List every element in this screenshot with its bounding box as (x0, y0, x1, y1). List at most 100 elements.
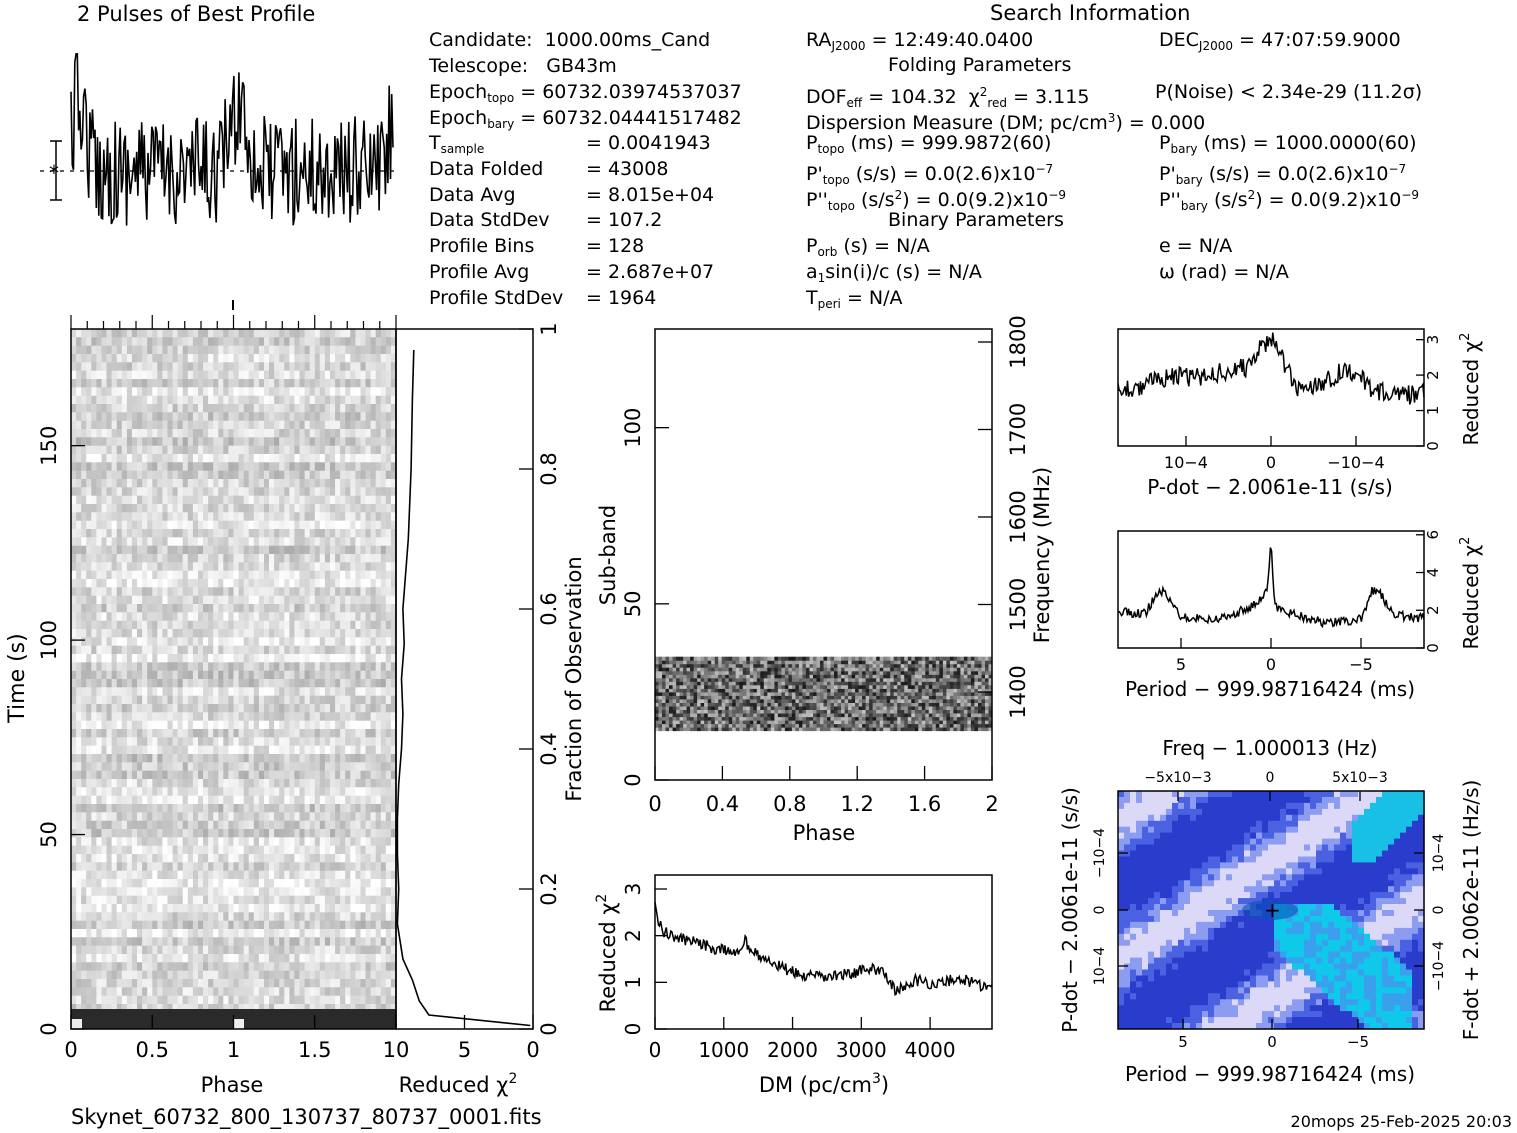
phase-time-cell (182, 529, 189, 538)
phase-time-cell (137, 695, 143, 705)
phase-time-cell (76, 395, 82, 405)
phase-time-cell (365, 662, 372, 672)
phase-time-cell (86, 704, 92, 713)
phase-time-cell (137, 587, 143, 597)
phase-time-cell (309, 354, 316, 363)
phase-time-cell (208, 529, 214, 538)
phase-time-cell (314, 479, 321, 488)
phase-time-cell (192, 445, 199, 455)
phase-time-cell (365, 395, 372, 405)
phase-time-row (71, 454, 397, 463)
phase-time-cell (289, 712, 295, 722)
phase-time-cell (208, 779, 214, 788)
phase-time-cell (182, 870, 189, 880)
phase-time-cell (187, 912, 194, 922)
phase-time-cell (309, 837, 316, 847)
phase-time-cell (126, 570, 133, 580)
phase-time-cell (294, 362, 300, 372)
phase-time-cell (345, 695, 351, 705)
phase-time-cell (121, 579, 128, 588)
phase-time-cell (223, 812, 229, 822)
phase-time-cell (238, 720, 245, 730)
phase-time-cell (350, 870, 356, 880)
phase-time-cell (76, 920, 82, 930)
phase-time-cell (304, 862, 311, 872)
phase-time-cell (319, 687, 326, 697)
phase-time-cell (340, 612, 346, 622)
phase-time-cell (187, 354, 194, 363)
phase-time-cell (309, 495, 316, 505)
phase-time-row (71, 545, 397, 555)
phase-time-cell (319, 387, 326, 397)
phase-time-cell (152, 604, 158, 613)
phase-time-cell (71, 779, 77, 788)
phase-time-cell (157, 912, 163, 922)
phase-time-cell (126, 945, 133, 955)
phase-time-cell (218, 912, 224, 922)
phase-time-cell (177, 695, 184, 705)
phase-time-cell (198, 929, 204, 938)
phase-time-cell (142, 962, 148, 972)
phase-time-cell (86, 620, 92, 630)
phase-time-cell (187, 395, 194, 405)
phase-time-cell (390, 929, 397, 938)
phase-time-cell (279, 412, 285, 422)
phase-time-cell (111, 445, 118, 455)
phase-time-cell (213, 462, 219, 472)
phase-time-cell (264, 779, 270, 788)
phase-time-cell (228, 637, 234, 647)
phase-time-cell (335, 712, 341, 722)
phase-time-cell (96, 829, 102, 838)
phase-time-cell (71, 729, 77, 738)
phase-time-cell (228, 670, 234, 680)
phase-time-cell (157, 962, 163, 972)
phase-time-cell (81, 895, 87, 905)
phase-time-row (71, 629, 397, 638)
phase-time-cell (375, 795, 382, 805)
phase-time-cell (253, 412, 260, 422)
phase-time-cell (284, 904, 290, 913)
phase-time-cell (355, 712, 361, 722)
phase-time-cell (71, 887, 77, 897)
phase-time-cell (198, 879, 204, 888)
phase-time-cell (137, 779, 143, 788)
phase-time-cell (126, 829, 133, 838)
phase-time-cell (86, 520, 92, 530)
phase-time-cell (162, 537, 168, 547)
phase-time-cell (284, 554, 290, 563)
phase-time-cell (330, 895, 336, 905)
phase-time-cell (380, 945, 387, 955)
phase-time-cell (142, 937, 148, 947)
phase-time-cell (76, 845, 82, 855)
phase-time-cell (106, 804, 113, 813)
phase-time-cell (375, 845, 382, 855)
phase-time-cell (157, 720, 163, 730)
phase-time-cell (86, 804, 92, 813)
phase-time-cell (228, 495, 234, 505)
phase-time-cell (274, 470, 280, 480)
phase-time-cell (360, 770, 367, 780)
phase-time-cell (350, 854, 356, 863)
phase-time-cell (86, 695, 92, 705)
phase-time-cell (223, 579, 229, 588)
phase-time-cell (177, 912, 184, 922)
phase-time-cell (380, 870, 387, 880)
phase-time-cell (370, 562, 377, 572)
phase-time-cell (350, 662, 356, 672)
phase-time-cell (238, 937, 245, 947)
phase-time-cell (172, 429, 179, 438)
phase-time-cell (192, 829, 199, 838)
phase-time-cell (147, 962, 153, 972)
phase-time-cell (299, 462, 306, 472)
phase-time-cell (218, 820, 224, 830)
phase-time-cell (223, 779, 229, 788)
phase-time-cell (131, 845, 138, 855)
phase-time-cell (142, 504, 148, 513)
phase-time-cell (106, 495, 113, 505)
phase-time-cell (223, 329, 229, 338)
phase-time-cell (294, 495, 300, 505)
phase-time-cell (324, 937, 331, 947)
phase-time-cell (324, 837, 331, 847)
phase-time-cell (340, 812, 346, 822)
phase-time-cell (324, 854, 331, 863)
